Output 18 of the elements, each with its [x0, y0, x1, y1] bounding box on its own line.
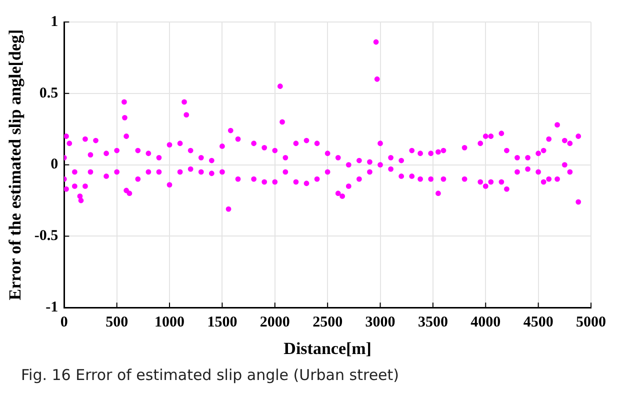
- y-tick-label: 0: [50, 156, 58, 173]
- x-tick-label: 1500: [207, 314, 238, 330]
- caption: Fig. 16 Error of estimated slip angle (Urban street): [21, 366, 400, 384]
- x-tick-label: 1000: [154, 314, 185, 330]
- x-tick-label: 5000: [576, 314, 606, 330]
- x-tick-label: 500: [106, 314, 128, 330]
- x-tick-label: 3000: [365, 314, 396, 330]
- x-tick-label: 4000: [470, 314, 501, 330]
- y-axis-title: Error of the estimated slip angle[deg]: [6, 29, 25, 300]
- y-tick-label: -1: [46, 299, 58, 316]
- x-tick-label: 3500: [418, 314, 448, 330]
- x-tick-label: 2000: [260, 314, 290, 330]
- y-tick-label: -0.5: [34, 228, 58, 244]
- y-tick-label: 0.5: [39, 85, 58, 102]
- y-tick-label: 1: [50, 14, 58, 30]
- x-axis-title: Distance[m]: [284, 339, 372, 358]
- x-tick-label: 2500: [312, 314, 343, 330]
- x-tick-label: 4500: [523, 314, 554, 330]
